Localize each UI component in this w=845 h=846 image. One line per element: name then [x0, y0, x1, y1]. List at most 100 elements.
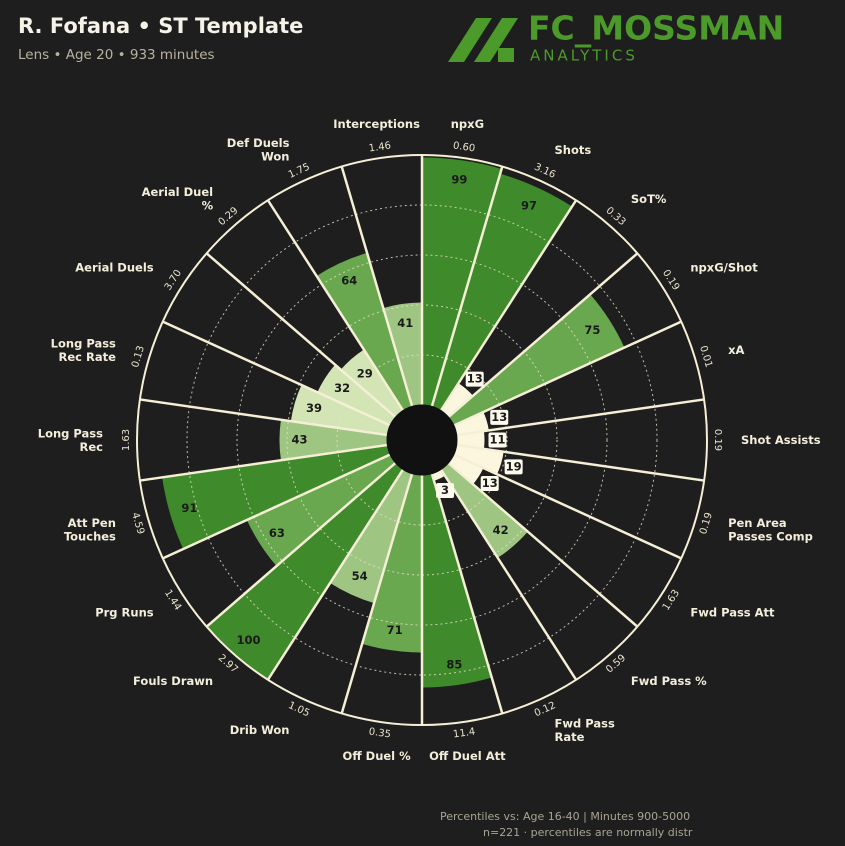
slice-divider: [340, 473, 414, 714]
slice-divider: [430, 473, 504, 714]
category-label-line: Long Pass: [38, 426, 103, 440]
slice-divider: [456, 398, 705, 437]
category-label-line: xA: [728, 343, 744, 357]
category-label-line: Touches: [64, 529, 116, 543]
bar: [317, 364, 396, 426]
slice-divider: [430, 166, 504, 407]
category-label: Drib Won: [230, 723, 290, 737]
category-label: SoT%: [631, 191, 667, 205]
bar: [422, 157, 502, 407]
grid-line: [336, 354, 508, 526]
value-label: 43: [291, 433, 307, 447]
category-label-line: npxG: [451, 117, 484, 131]
footer-note: Percentiles vs: Age 16-40 | Minutes 900-…: [440, 810, 690, 823]
category-label: Fwd Pass Rate: [555, 716, 615, 744]
slice-divider: [453, 453, 682, 560]
slice-divider: [439, 199, 578, 412]
logo-name: FC_MOSSMAN: [528, 9, 784, 48]
value-label: 75: [584, 323, 600, 337]
category-label-line: Interceptions: [333, 117, 420, 131]
category-label-line: Drib Won: [230, 723, 290, 737]
bar: [162, 444, 391, 550]
logo: FC_MOSSMAN ANALYTICS: [448, 9, 784, 65]
value-label: 41: [397, 316, 413, 330]
stat-value: 0.35: [368, 726, 392, 740]
value-label-box: [436, 482, 455, 498]
category-label: xA: [728, 343, 744, 357]
logo-tagline: ANALYTICS: [530, 47, 638, 65]
bar: [340, 349, 404, 418]
value-label-box: [488, 432, 507, 448]
category-label-line: Aerial Duels: [75, 260, 153, 274]
slice-divider: [139, 398, 388, 437]
slice-divider: [340, 166, 414, 407]
bar: [448, 454, 484, 485]
category-label-line: Fouls Drawn: [133, 674, 213, 688]
category-label: Fouls Drawn: [133, 674, 213, 688]
bar: [290, 384, 391, 436]
slice-divider: [456, 443, 705, 482]
category-label: Fwd Pass %: [631, 674, 707, 688]
category-label-line: Off Duel Att: [429, 748, 506, 762]
value-label: 97: [521, 198, 537, 212]
bar: [362, 473, 422, 653]
stat-value: 0.19: [712, 429, 723, 451]
bar: [453, 444, 504, 475]
category-label-line: Won: [261, 149, 289, 163]
slice-divider: [447, 252, 639, 419]
category-label-line: Shots: [555, 142, 592, 156]
value-label: 32: [334, 381, 350, 395]
category-label: npxG: [451, 117, 484, 131]
category-label-line: SoT%: [631, 191, 667, 205]
slice-divider: [439, 468, 578, 681]
bar: [453, 411, 489, 436]
value-label-box: [504, 459, 523, 475]
bar: [383, 302, 422, 407]
category-label: npxG/Shot: [690, 260, 758, 274]
center-hole: [386, 404, 458, 476]
value-label: 13: [491, 410, 507, 424]
value-label: 71: [387, 623, 403, 637]
value-label: 29: [357, 366, 373, 380]
value-label: 99: [451, 173, 467, 187]
chart-title: R. Fofana • ST Template: [18, 14, 303, 38]
slice-divider: [266, 468, 405, 681]
bar: [456, 431, 485, 449]
category-label-line: Off Duel %: [343, 748, 412, 762]
category-label-line: Aerial Duel: [142, 185, 214, 199]
outer-ring: [136, 154, 708, 726]
category-label: Long Pass Rec: [38, 426, 103, 454]
category-label: Interceptions: [333, 117, 420, 131]
category-label-line: npxG/Shot: [690, 260, 758, 274]
value-label-box: [465, 371, 484, 387]
value-label: 42: [493, 523, 509, 537]
value-label: 85: [446, 658, 462, 672]
value-label-box: [480, 476, 499, 492]
bar: [330, 469, 413, 604]
category-label-line: %: [202, 198, 214, 212]
footer-note: n=221 · percentiles are normally distr: [483, 826, 693, 839]
value-label: 64: [341, 273, 357, 287]
logo-icon: [474, 18, 518, 62]
value-label: 100: [236, 633, 260, 647]
subtitle: Lens • Age 20 • 933 minutes: [18, 47, 215, 63]
category-label: Long Pass Rec Rate: [51, 336, 116, 364]
category-label: Shots: [555, 142, 592, 156]
value-label: 11: [489, 433, 505, 447]
value-label: 13: [467, 372, 483, 386]
category-label-line: Fwd Pass: [555, 716, 615, 730]
value-label: 54: [352, 569, 368, 583]
category-label: Aerial Duels: [75, 260, 153, 274]
category-label-line: Rate: [555, 729, 585, 743]
bar: [440, 462, 528, 558]
category-label: Shot Assists: [741, 433, 821, 447]
bar: [440, 383, 474, 418]
value-label: 63: [269, 526, 285, 540]
slice-divider: [205, 461, 397, 628]
category-label-line: Long Pass: [51, 336, 116, 350]
category-label: Fwd Pass Att: [690, 605, 775, 619]
category-label: Pen Area Passes Comp: [728, 516, 813, 544]
category-label: Off Duel %: [343, 748, 412, 762]
bar: [431, 173, 573, 411]
